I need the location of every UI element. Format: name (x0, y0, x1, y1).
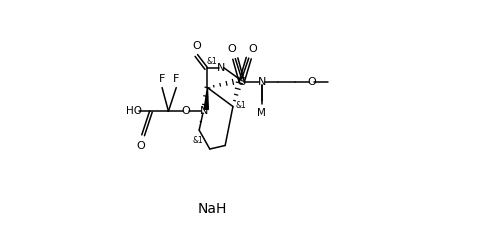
Text: O: O (227, 44, 236, 54)
Text: N: N (257, 77, 265, 87)
Text: O: O (192, 41, 200, 51)
Text: O: O (306, 77, 315, 87)
Text: F: F (173, 74, 179, 84)
Text: O: O (181, 106, 190, 116)
Text: HO: HO (125, 106, 142, 116)
Text: &1: &1 (206, 57, 217, 66)
Text: NaH: NaH (197, 202, 227, 216)
Text: N: N (199, 106, 208, 116)
Text: N: N (216, 63, 225, 72)
Text: O: O (247, 44, 256, 54)
Polygon shape (204, 88, 208, 109)
Text: S: S (238, 77, 245, 87)
Text: &1: &1 (192, 136, 203, 145)
Text: M: M (257, 108, 265, 118)
Text: O: O (136, 141, 144, 151)
Text: &1: &1 (235, 101, 246, 110)
Text: F: F (158, 74, 165, 84)
